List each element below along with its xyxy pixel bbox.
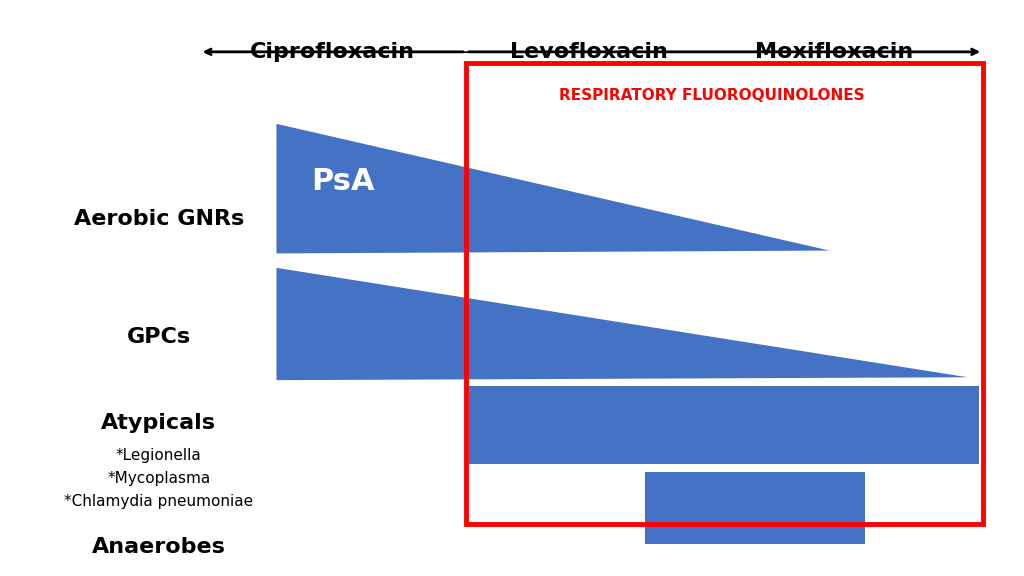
- Bar: [466, 63, 983, 524]
- Polygon shape: [276, 268, 968, 380]
- Text: PsA: PsA: [311, 167, 375, 196]
- Bar: [469, 386, 979, 464]
- Bar: [645, 472, 865, 544]
- Text: RESPIRATORY FLUOROQUINOLONES: RESPIRATORY FLUOROQUINOLONES: [559, 88, 864, 103]
- Text: Aerobic GNRs: Aerobic GNRs: [74, 209, 244, 229]
- Text: GPCs: GPCs: [127, 327, 190, 347]
- Text: Atypicals: Atypicals: [101, 414, 216, 433]
- Text: —: —: [706, 42, 728, 62]
- Text: MSSA: MSSA: [740, 311, 837, 340]
- Polygon shape: [276, 124, 829, 253]
- Text: *Mycoplasma: *Mycoplasma: [108, 471, 210, 486]
- Text: Levofloxacin: Levofloxacin: [510, 42, 668, 62]
- Text: Anaerobes: Anaerobes: [92, 537, 225, 557]
- Text: —: —: [447, 42, 470, 62]
- Text: *Chlamydia pneumoniae: *Chlamydia pneumoniae: [65, 494, 253, 509]
- Text: Moxifloxacin: Moxifloxacin: [756, 42, 913, 62]
- Text: *Legionella: *Legionella: [116, 448, 202, 463]
- Text: Ciprofloxacin: Ciprofloxacin: [250, 42, 416, 62]
